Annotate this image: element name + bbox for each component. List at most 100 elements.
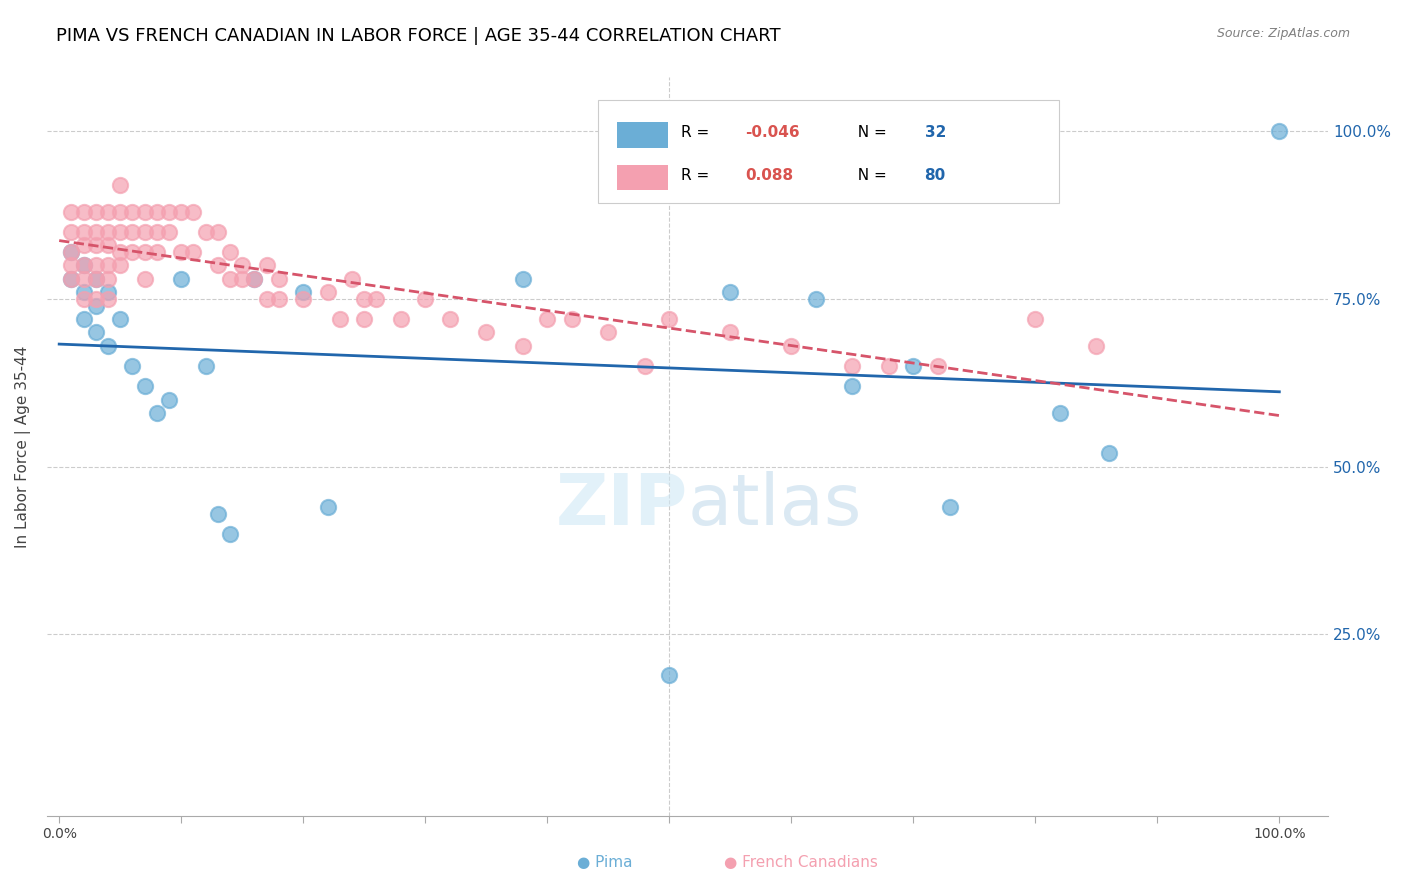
- Point: [146, 406, 169, 420]
- Point: [316, 500, 339, 514]
- Point: [108, 258, 131, 272]
- Point: [97, 285, 120, 300]
- Point: [60, 244, 83, 259]
- Point: [170, 244, 193, 259]
- Point: [340, 271, 363, 285]
- Point: [72, 258, 94, 272]
- Point: [194, 359, 217, 373]
- Text: N =: N =: [848, 125, 891, 140]
- Point: [108, 225, 131, 239]
- Text: PIMA VS FRENCH CANADIAN IN LABOR FORCE | AGE 35-44 CORRELATION CHART: PIMA VS FRENCH CANADIAN IN LABOR FORCE |…: [56, 27, 780, 45]
- Point: [439, 312, 461, 326]
- Point: [134, 225, 156, 239]
- Point: [97, 238, 120, 252]
- Point: [231, 271, 253, 285]
- Point: [108, 244, 131, 259]
- Point: [1097, 446, 1119, 460]
- Point: [97, 225, 120, 239]
- Point: [72, 285, 94, 300]
- Text: 32: 32: [925, 125, 946, 140]
- Point: [60, 258, 83, 272]
- Point: [634, 359, 657, 373]
- Point: [60, 204, 83, 219]
- Point: [72, 292, 94, 306]
- Point: [903, 359, 925, 373]
- Point: [841, 379, 863, 393]
- Point: [389, 312, 412, 326]
- Point: [84, 299, 107, 313]
- Text: ● French Canadians: ● French Canadians: [724, 855, 879, 870]
- Point: [658, 312, 681, 326]
- Point: [183, 244, 205, 259]
- Point: [413, 292, 436, 306]
- Point: [108, 204, 131, 219]
- Point: [60, 244, 83, 259]
- Point: [121, 359, 143, 373]
- Text: atlas: atlas: [688, 471, 862, 540]
- Point: [207, 507, 229, 521]
- Point: [1268, 124, 1291, 138]
- Point: [108, 312, 131, 326]
- Point: [512, 339, 534, 353]
- Text: N =: N =: [848, 168, 891, 183]
- Text: 0.088: 0.088: [745, 168, 793, 183]
- Point: [121, 225, 143, 239]
- Point: [183, 204, 205, 219]
- Point: [97, 292, 120, 306]
- Point: [1049, 406, 1071, 420]
- Point: [292, 292, 315, 306]
- Point: [536, 312, 558, 326]
- Point: [72, 204, 94, 219]
- Point: [84, 292, 107, 306]
- Point: [97, 339, 120, 353]
- Point: [134, 204, 156, 219]
- Point: [207, 258, 229, 272]
- Point: [353, 312, 375, 326]
- Point: [134, 379, 156, 393]
- Point: [84, 258, 107, 272]
- Point: [60, 225, 83, 239]
- Point: [84, 326, 107, 340]
- Point: [366, 292, 388, 306]
- Point: [512, 271, 534, 285]
- Point: [72, 312, 94, 326]
- Text: ● Pima: ● Pima: [576, 855, 633, 870]
- Point: [841, 359, 863, 373]
- Point: [219, 271, 242, 285]
- Point: [316, 285, 339, 300]
- Point: [939, 500, 962, 514]
- Point: [256, 258, 278, 272]
- Point: [108, 178, 131, 192]
- Point: [134, 244, 156, 259]
- Point: [157, 204, 180, 219]
- Point: [780, 339, 803, 353]
- Point: [598, 326, 620, 340]
- Point: [121, 204, 143, 219]
- Point: [658, 667, 681, 681]
- Text: ZIP: ZIP: [555, 471, 688, 540]
- Bar: [617, 121, 668, 147]
- Point: [207, 225, 229, 239]
- Point: [146, 204, 169, 219]
- Point: [927, 359, 949, 373]
- Point: [146, 244, 169, 259]
- Point: [219, 244, 242, 259]
- Text: -0.046: -0.046: [745, 125, 800, 140]
- Text: R =: R =: [681, 168, 718, 183]
- Point: [60, 271, 83, 285]
- Point: [170, 271, 193, 285]
- Point: [84, 204, 107, 219]
- Text: 80: 80: [925, 168, 946, 183]
- Point: [267, 271, 290, 285]
- Point: [157, 225, 180, 239]
- Point: [243, 271, 266, 285]
- Point: [256, 292, 278, 306]
- Point: [267, 292, 290, 306]
- Point: [475, 326, 498, 340]
- Point: [84, 271, 107, 285]
- Point: [72, 271, 94, 285]
- Point: [170, 204, 193, 219]
- Point: [804, 292, 827, 306]
- Point: [877, 359, 900, 373]
- Point: [561, 312, 583, 326]
